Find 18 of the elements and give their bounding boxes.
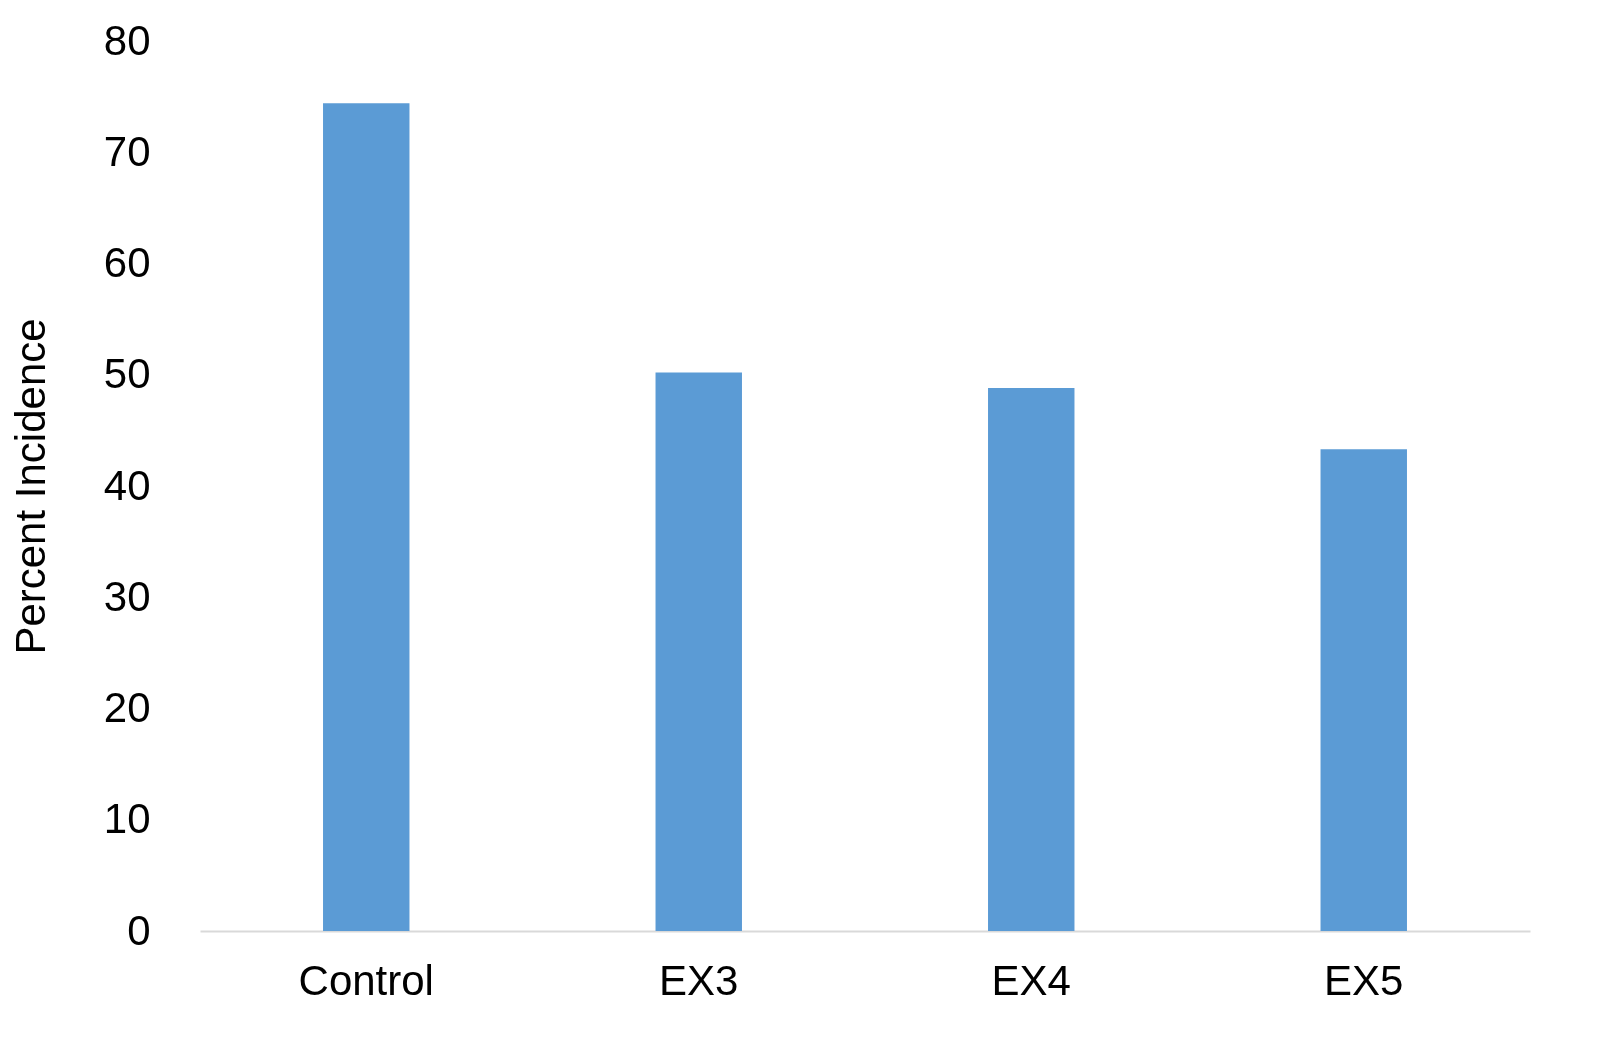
y-tick-label: 0: [127, 906, 151, 954]
y-axis-title: Percent Incidence: [6, 318, 54, 655]
y-tick-label: 30: [103, 572, 151, 620]
x-tick-label: EX3: [659, 956, 739, 1004]
y-tick-label: 60: [103, 239, 151, 286]
bar: [1320, 449, 1407, 931]
y-tick-label: 20: [103, 684, 151, 731]
x-tick-label: EX5: [1324, 956, 1404, 1004]
bar: [655, 372, 742, 931]
bar: [988, 388, 1075, 931]
y-tick-label: 80: [103, 16, 151, 64]
y-tick-label: 10: [103, 795, 151, 843]
x-tick-label: Control: [298, 956, 434, 1004]
y-tick-label: 50: [103, 350, 151, 398]
y-tick-label: 40: [103, 461, 151, 509]
x-tick-label: EX4: [991, 956, 1071, 1004]
bar: [323, 103, 410, 931]
y-tick-label: 70: [103, 127, 151, 175]
